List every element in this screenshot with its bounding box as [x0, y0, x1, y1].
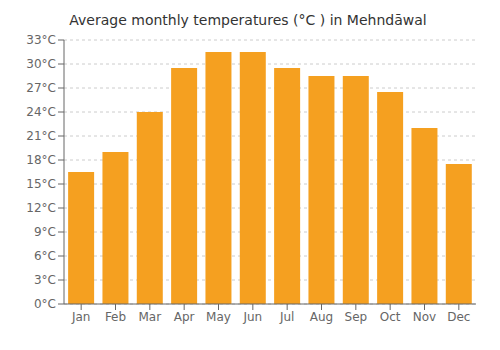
svg-text:6°C: 6°C	[34, 249, 56, 263]
svg-text:Feb: Feb	[105, 310, 126, 324]
svg-text:Sep: Sep	[345, 310, 368, 324]
html-text:Average monthly temperatures (: Average monthly temperatures (°C ) in Me…	[69, 12, 427, 28]
svg-text:Jan: Jan	[71, 310, 91, 324]
svg-text:Aug: Aug	[310, 310, 333, 324]
svg-text:12°C: 12°C	[26, 201, 56, 215]
svg-text:Dec: Dec	[447, 310, 470, 324]
svg-text:Jul: Jul	[279, 310, 294, 324]
svg-text:18°C: 18°C	[26, 153, 56, 167]
svg-text:Jun: Jun	[242, 310, 262, 324]
svg-text:27°C: 27°C	[26, 81, 56, 95]
svg-text:May: May	[206, 310, 231, 324]
svg-text:9°C: 9°C	[34, 225, 56, 239]
svg-text:Oct: Oct	[380, 310, 401, 324]
svg-text:3°C: 3°C	[34, 273, 56, 287]
svg-text:Nov: Nov	[413, 310, 436, 324]
svg-text:0°C: 0°C	[34, 297, 56, 311]
svg-text:15°C: 15°C	[26, 177, 56, 191]
svg-text:24°C: 24°C	[26, 105, 56, 119]
svg-text:33°C: 33°C	[26, 33, 56, 47]
svg-text:30°C: 30°C	[26, 57, 56, 71]
svg-text:Apr: Apr	[174, 310, 195, 324]
svg-text:Mar: Mar	[139, 310, 162, 324]
svg-text:21°C: 21°C	[26, 129, 56, 143]
